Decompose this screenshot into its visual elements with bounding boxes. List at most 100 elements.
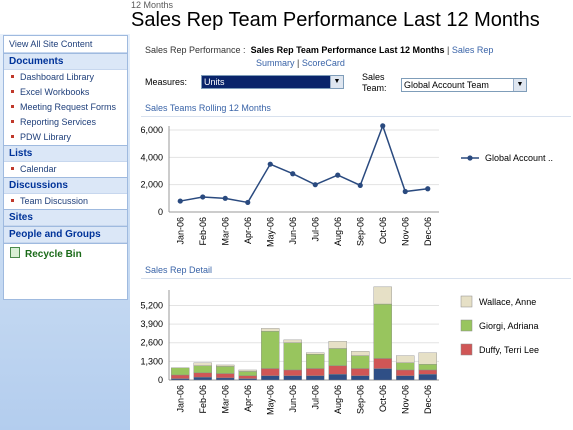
legend-label: Giorgi, Adriana xyxy=(479,321,539,331)
bar-segment xyxy=(328,341,347,349)
recycle-bin-link[interactable]: Recycle Bin xyxy=(4,243,127,263)
y-tick-label: 2,600 xyxy=(140,338,163,348)
data-point xyxy=(267,161,273,167)
x-tick-label: Nov-06 xyxy=(400,385,410,414)
legend-label: Global Account .. xyxy=(485,153,553,163)
section-title-rolling[interactable]: Sales Teams Rolling 12 Months xyxy=(145,103,271,113)
bullet-icon xyxy=(11,105,14,108)
data-point xyxy=(402,188,408,195)
legend-marker xyxy=(467,155,473,161)
bar-segment xyxy=(418,374,437,381)
divider xyxy=(141,116,571,117)
bar-segment xyxy=(261,331,280,369)
y-tick-label: 0 xyxy=(158,375,163,385)
section-title-rep-detail[interactable]: Sales Rep Detail xyxy=(145,265,213,275)
y-tick-label: 4,000 xyxy=(140,152,163,162)
nav-item-dashboard-library[interactable]: Dashboard Library xyxy=(4,70,127,85)
x-tick-label: Sep-06 xyxy=(355,217,365,246)
chevron-down-icon[interactable]: ▼ xyxy=(513,79,526,91)
data-point xyxy=(200,194,206,200)
data-point xyxy=(222,195,228,201)
x-tick-label: Mar-06 xyxy=(220,385,230,414)
bar-segment xyxy=(238,369,257,372)
sales-team-label: Sales Team: xyxy=(362,72,387,94)
sales-team-label-line1: Sales xyxy=(362,72,385,82)
nav-item-reporting-services[interactable]: Reporting Services xyxy=(4,115,127,130)
sales-team-select[interactable]: Global Account Team ▼ xyxy=(401,78,527,92)
bar-segment xyxy=(283,375,302,381)
report-link-scorecard[interactable]: ScoreCard xyxy=(301,58,345,68)
bar-segment xyxy=(216,373,235,379)
data-point xyxy=(425,186,431,192)
x-tick-label: May-06 xyxy=(265,385,275,415)
x-tick-label: Sep-06 xyxy=(355,385,365,414)
bar-segment xyxy=(373,286,392,305)
bar-segment xyxy=(193,376,212,381)
nav-header-lists[interactable]: Lists xyxy=(4,145,127,162)
bar-segment xyxy=(216,366,235,374)
bar-segment xyxy=(396,355,415,363)
report-path-separator: | xyxy=(446,45,450,55)
bar-segment xyxy=(306,352,325,355)
bar-segment xyxy=(328,365,347,375)
bar-segment xyxy=(418,369,437,375)
x-tick-label: Jun-06 xyxy=(288,217,298,245)
legend-swatch xyxy=(460,295,473,308)
line-chart: 0 2,000 4,000 6,000 Jan-06 Feb-06 Mar-06 Apr-06… xyxy=(140,123,553,247)
data-point xyxy=(290,171,296,177)
breadcrumb[interactable]: 12 Months xyxy=(131,0,174,10)
bar-segment xyxy=(193,362,212,366)
bar-segment xyxy=(216,364,235,367)
bar-segment xyxy=(306,375,325,381)
bar-segment xyxy=(238,378,257,381)
view-all-site-content-link[interactable]: View All Site Content xyxy=(4,36,127,53)
bar-segment xyxy=(328,348,347,366)
nav-item-pdw-library[interactable]: PDW Library xyxy=(4,130,127,145)
y-tick-label: 3,900 xyxy=(140,319,163,329)
y-tick-label: 1,300 xyxy=(140,356,163,366)
x-tick-label: Nov-06 xyxy=(400,217,410,246)
stacked-bar-chart: 0 1,300 2,600 3,900 5,200 Jan-06 Feb-06 Mar-06 A… xyxy=(140,286,539,415)
nav-header-discussions[interactable]: Discussions xyxy=(4,177,127,194)
nav-item-calendar[interactable]: Calendar xyxy=(4,162,127,177)
nav-item-meeting-request-forms[interactable]: Meeting Request Forms xyxy=(4,100,127,115)
x-tick-label: Mar-06 xyxy=(220,217,230,246)
bar-segment xyxy=(261,368,280,376)
x-tick-label: Dec-06 xyxy=(423,217,433,246)
bar-segment xyxy=(373,368,392,381)
report-path-separator: | xyxy=(297,58,300,68)
nav-header-documents[interactable]: Documents xyxy=(4,53,127,70)
report-link-sales-rep[interactable]: Sales Rep xyxy=(451,45,494,55)
x-tick-label: Oct-06 xyxy=(378,217,388,244)
bar-segment xyxy=(193,372,212,378)
data-point xyxy=(312,182,318,188)
chevron-down-icon[interactable]: ▼ xyxy=(330,76,343,88)
bar-segment xyxy=(193,365,212,374)
bullet-icon xyxy=(11,135,14,138)
x-tick-label: Apr-06 xyxy=(243,385,253,412)
bullet-icon xyxy=(11,120,14,123)
bar-segment xyxy=(306,368,325,376)
bar-segment xyxy=(351,375,370,381)
bar-segment xyxy=(238,375,257,379)
x-tick-label: May-06 xyxy=(265,217,275,247)
x-tick-label: Apr-06 xyxy=(243,217,253,244)
nav-item-excel-workbooks[interactable]: Excel Workbooks xyxy=(4,85,127,100)
bar-segment xyxy=(283,369,302,376)
bar-segment xyxy=(351,351,370,356)
bar-segment xyxy=(351,368,370,376)
x-tick-label: Jul-06 xyxy=(310,385,320,410)
bar-segment xyxy=(373,358,392,369)
x-tick-label: Feb-06 xyxy=(198,385,208,414)
nav-header-people-and-groups[interactable]: People and Groups xyxy=(4,226,127,243)
data-point xyxy=(245,199,251,206)
y-tick-label: 5,200 xyxy=(140,300,163,310)
title-bar: 12 Months Sales Rep Team Performance Las… xyxy=(0,0,573,38)
recycle-bin-icon xyxy=(10,247,20,258)
nav-header-sites[interactable]: Sites xyxy=(4,209,127,226)
report-link-summary[interactable]: Summary xyxy=(256,58,295,68)
data-point xyxy=(335,172,341,178)
nav-item-team-discussion[interactable]: Team Discussion xyxy=(4,194,127,209)
report-path-current: Sales Rep Team Performance Last 12 Month… xyxy=(250,45,445,55)
measures-select[interactable]: Units ▼ xyxy=(201,75,344,89)
